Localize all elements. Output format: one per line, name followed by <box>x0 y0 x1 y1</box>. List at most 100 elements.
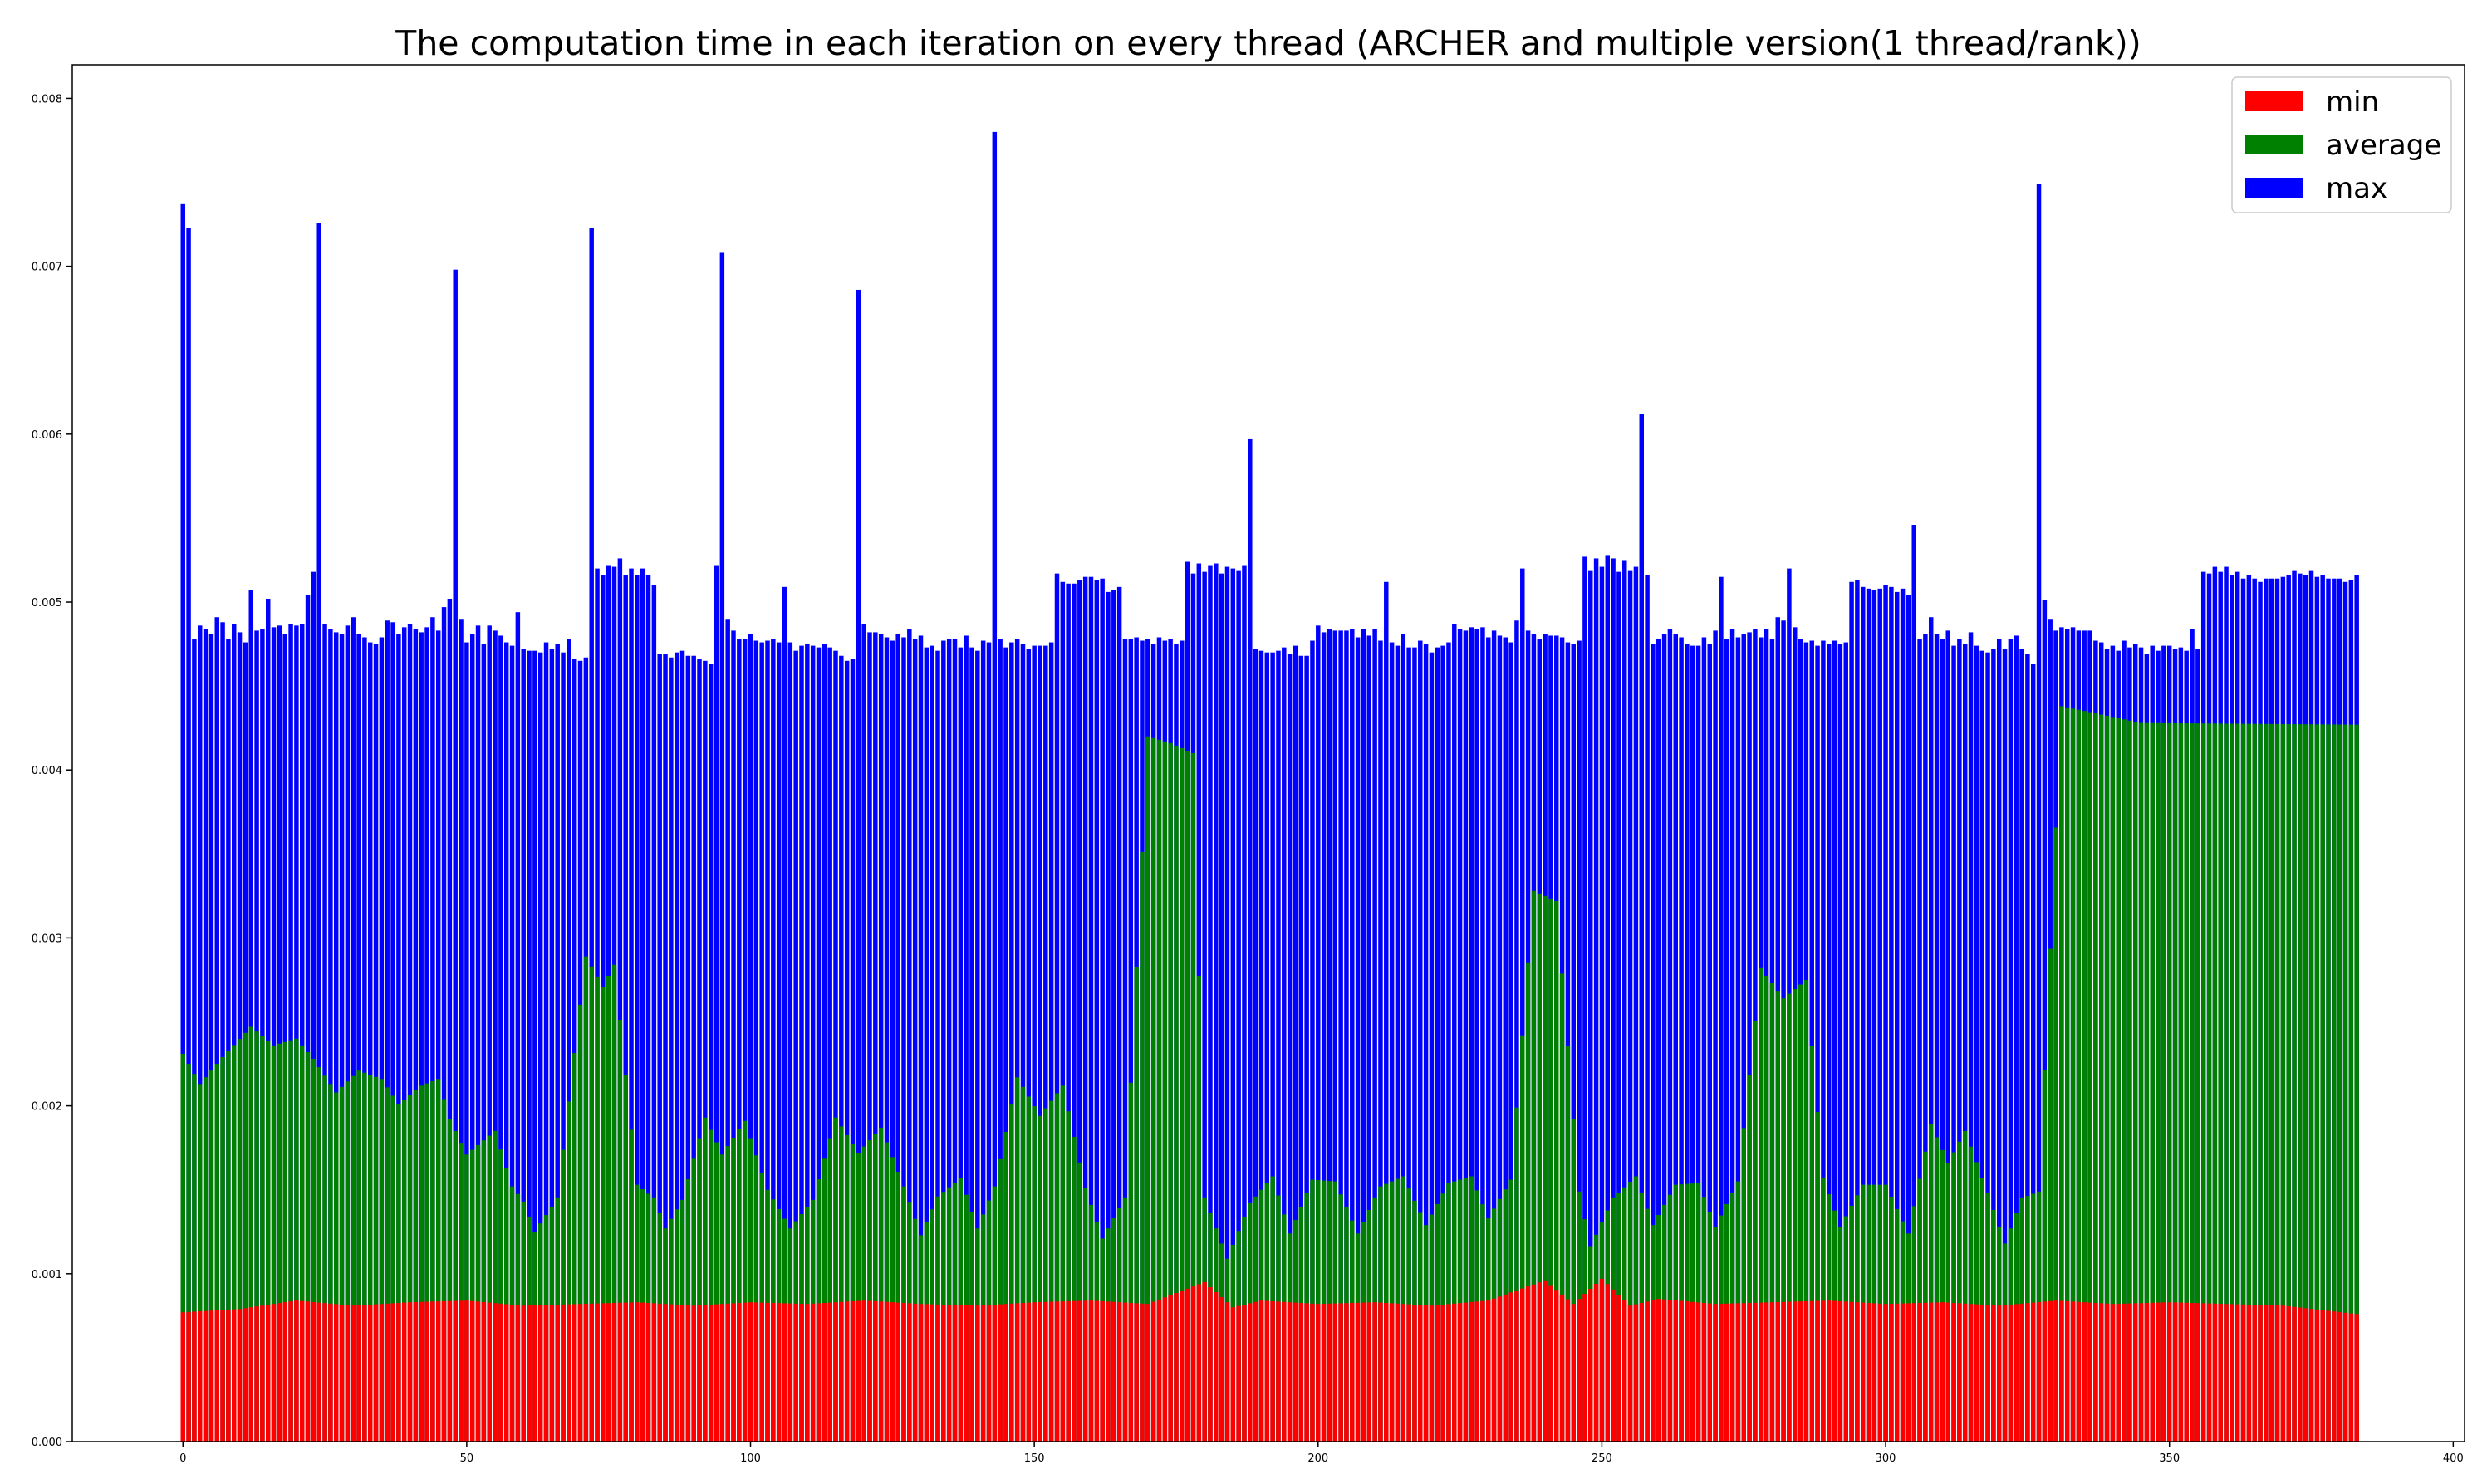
bar-average <box>697 1138 702 1442</box>
bar-min <box>629 1302 634 1442</box>
bar-max <box>805 644 810 1442</box>
bar-min <box>731 1303 736 1442</box>
bar-max <box>1719 576 1724 1442</box>
bar-max <box>333 632 339 1442</box>
bar-min <box>1645 1301 1650 1442</box>
bar-average <box>1134 967 1139 1442</box>
bar-average <box>1162 741 1168 1442</box>
bar-average <box>629 1129 634 1442</box>
bar-average <box>356 1070 361 1442</box>
bar-min <box>232 1309 237 1442</box>
bar-average <box>469 1149 475 1442</box>
bar-min <box>1082 1300 1088 1442</box>
bar-min <box>2019 1303 2024 1442</box>
bar-max <box>237 632 243 1442</box>
bar-average <box>311 1059 316 1442</box>
bar-max <box>1661 634 1667 1442</box>
bar-average <box>998 1158 1003 1442</box>
bar-min <box>407 1302 413 1442</box>
bar-max <box>1713 630 1718 1442</box>
bar-min <box>1480 1300 1485 1442</box>
bar-max <box>878 634 884 1442</box>
bar-max <box>1384 581 1389 1442</box>
bar-max <box>1122 639 1128 1442</box>
bar-min <box>1979 1305 1984 1442</box>
bar-min <box>2064 1300 2070 1442</box>
y-tick-label: 0.002 <box>32 1101 62 1114</box>
bar-min <box>243 1308 248 1442</box>
bar-max <box>288 624 293 1442</box>
bar-min <box>1707 1303 1712 1442</box>
bar-max <box>907 629 912 1442</box>
bar-max <box>226 639 231 1442</box>
bar-max <box>561 652 566 1442</box>
bar-min <box>793 1303 798 1442</box>
bar-min <box>385 1303 390 1442</box>
bar-min <box>2053 1300 2058 1442</box>
bar-average <box>271 1045 277 1442</box>
bar-max <box>924 647 930 1442</box>
bar-min <box>1815 1300 1820 1442</box>
bar-average <box>827 1138 832 1442</box>
bar-average <box>2292 724 2297 1442</box>
bar-min <box>1327 1303 1332 1442</box>
bar-min <box>2280 1305 2286 1442</box>
bar-max <box>339 634 345 1442</box>
bar-average <box>1060 1085 1066 1442</box>
bar-min <box>401 1302 407 1442</box>
bar-min <box>2156 1302 2161 1442</box>
bar-average <box>571 1053 577 1442</box>
bar-max <box>407 624 413 1442</box>
bar-average <box>737 1129 742 1442</box>
bar-max <box>1009 642 1014 1442</box>
bar-max <box>1111 590 1116 1442</box>
bar-min <box>669 1304 674 1442</box>
bar-max <box>1679 637 1684 1442</box>
x-tick-label: 400 <box>2443 1452 2464 1465</box>
bar-min <box>1174 1293 1179 1442</box>
bar-max <box>1270 652 1275 1442</box>
bar-min <box>1190 1286 1196 1442</box>
bar-min <box>1695 1302 1701 1442</box>
bar-average <box>2230 723 2234 1442</box>
y-tick-label: 0.003 <box>32 933 62 945</box>
bar-min <box>1350 1302 1355 1442</box>
bar-average <box>407 1095 413 1442</box>
bar-max <box>799 645 804 1442</box>
bar-average <box>248 1026 253 1442</box>
bar-min <box>1463 1302 1469 1442</box>
bar-average <box>2218 723 2223 1442</box>
bar-min <box>192 1311 197 1442</box>
bar-min <box>2206 1303 2212 1442</box>
bar-min <box>1843 1301 1848 1442</box>
bar-average <box>180 1053 185 1442</box>
bar-min <box>1491 1298 1497 1442</box>
bar-min <box>1593 1283 1599 1442</box>
bar-min <box>1656 1299 1661 1442</box>
bar-min <box>1202 1281 1207 1442</box>
bar-max <box>260 629 265 1442</box>
bar-max <box>793 650 798 1442</box>
bar-average <box>2082 711 2087 1442</box>
bar-min <box>2342 1312 2348 1442</box>
bar-min <box>453 1300 458 1442</box>
bar-min <box>2082 1302 2087 1442</box>
bar-max <box>703 660 708 1442</box>
bar-max <box>1452 624 1457 1442</box>
bar-average <box>742 1120 748 1442</box>
bar-max <box>203 629 208 1442</box>
bar-min <box>226 1310 231 1442</box>
bar-min <box>311 1301 316 1442</box>
bar-min <box>952 1305 958 1442</box>
bar-max <box>1435 647 1440 1442</box>
bar-average <box>1038 1115 1042 1442</box>
bar-average <box>401 1100 407 1442</box>
bar-min <box>601 1303 606 1442</box>
bar-average <box>844 1134 850 1442</box>
bar-min <box>884 1301 890 1442</box>
bar-max <box>1469 627 1474 1442</box>
bar-max <box>1837 644 1843 1442</box>
bar-min <box>799 1304 804 1442</box>
bar-min <box>1571 1304 1576 1442</box>
bar-average <box>1764 975 1769 1442</box>
